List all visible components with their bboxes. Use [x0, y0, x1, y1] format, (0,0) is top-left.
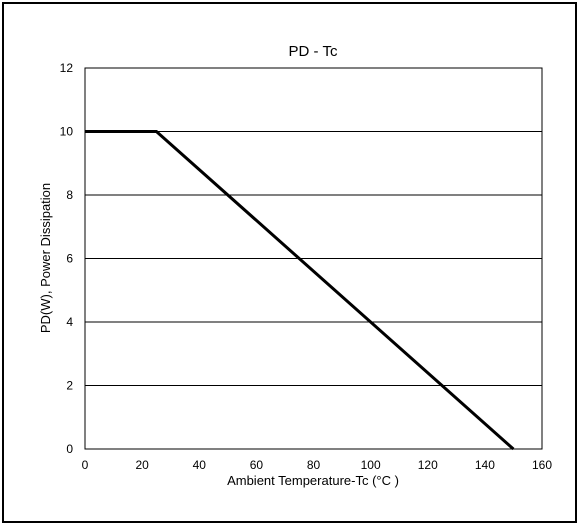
- y-tick-label: 12: [60, 61, 74, 75]
- plot-area: [84, 67, 543, 450]
- x-tick-label: 80: [307, 458, 321, 472]
- grid-layer: [85, 131, 542, 386]
- chart-frame: [2, 2, 577, 523]
- x-tick-label: 60: [250, 458, 264, 472]
- y-tick-label: 4: [66, 315, 73, 329]
- y-tick-label: 8: [66, 188, 73, 202]
- x-tick-label: 140: [475, 458, 495, 472]
- x-tick-label: 100: [361, 458, 381, 472]
- x-tick-label: 0: [82, 458, 89, 472]
- y-tick-label: 0: [66, 442, 73, 456]
- x-tick-label: 160: [532, 458, 552, 472]
- x-tick-label: 120: [418, 458, 438, 472]
- y-tick-label: 2: [66, 379, 73, 393]
- y-tick-label: 10: [60, 125, 74, 139]
- y-axis-label: PD(W), Power Dissipation: [38, 183, 53, 333]
- chart-title: PD - Tc: [289, 43, 338, 60]
- series-line-0: [85, 130, 515, 451]
- series-layer: [85, 130, 515, 451]
- x-axis-label: Ambient Temperature-Tc (°C ): [227, 473, 399, 488]
- y-tick-label: 6: [66, 252, 73, 266]
- x-tick-label: 40: [193, 458, 207, 472]
- x-tick-label: 20: [135, 458, 149, 472]
